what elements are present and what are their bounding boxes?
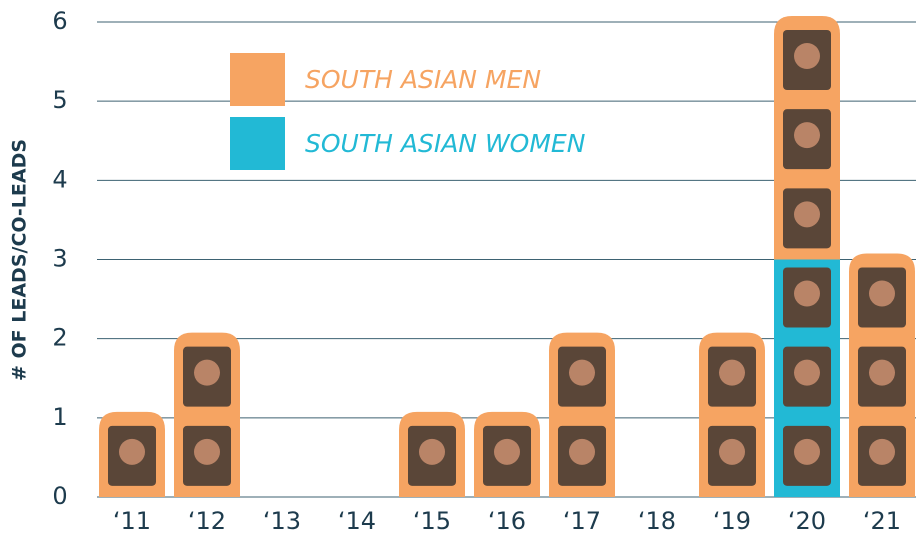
x-tick-label: ‘19 — [713, 507, 751, 533]
x-tick-label: ‘12 — [188, 507, 226, 533]
y-axis-title: # OF LEADS/CO-LEADS — [9, 139, 31, 381]
x-tick-label: ‘20 — [788, 507, 826, 533]
portrait-face — [794, 122, 820, 148]
portrait-face — [119, 439, 145, 465]
portrait-face — [869, 360, 895, 386]
x-tick-label: ‘14 — [338, 507, 376, 533]
y-tick-label: 5 — [52, 86, 67, 114]
portrait-face — [869, 439, 895, 465]
portrait-face — [794, 201, 820, 227]
x-tick-label: ‘21 — [863, 507, 901, 533]
chart: # OF LEADS/CO-LEADS 0 1 2 3 4 5 6 SOUTH ASIAN M… — [0, 0, 916, 533]
portrait-face — [869, 281, 895, 307]
portrait-face — [569, 439, 595, 465]
x-tick-label: ‘18 — [638, 507, 676, 533]
x-tick-label: ‘13 — [263, 507, 301, 533]
portrait-face — [419, 439, 445, 465]
x-tick-label: ‘17 — [563, 507, 601, 533]
legend-label: SOUTH ASIAN WOMEN — [305, 129, 586, 158]
portrait-face — [794, 439, 820, 465]
portrait-face — [794, 281, 820, 307]
y-tick-label: 6 — [52, 7, 67, 35]
portrait-face — [794, 43, 820, 69]
y-tick-label: 1 — [52, 403, 67, 431]
legend-swatch — [230, 117, 285, 170]
portrait-face — [569, 360, 595, 386]
portrait-face — [194, 439, 220, 465]
y-tick-label: 4 — [52, 165, 67, 193]
x-tick-label: ‘11 — [113, 507, 151, 533]
legend-swatch — [230, 53, 285, 106]
x-tick-label: ‘16 — [488, 507, 526, 533]
y-tick-label: 0 — [52, 482, 67, 510]
y-tick-label: 3 — [52, 245, 67, 273]
portrait-face — [719, 360, 745, 386]
portrait-face — [194, 360, 220, 386]
portrait-face — [719, 439, 745, 465]
portrait-face — [494, 439, 520, 465]
x-tick-label: ‘15 — [413, 507, 451, 533]
portrait-face — [794, 360, 820, 386]
legend-label: SOUTH ASIAN MEN — [305, 65, 541, 94]
y-tick-label: 2 — [52, 324, 67, 352]
